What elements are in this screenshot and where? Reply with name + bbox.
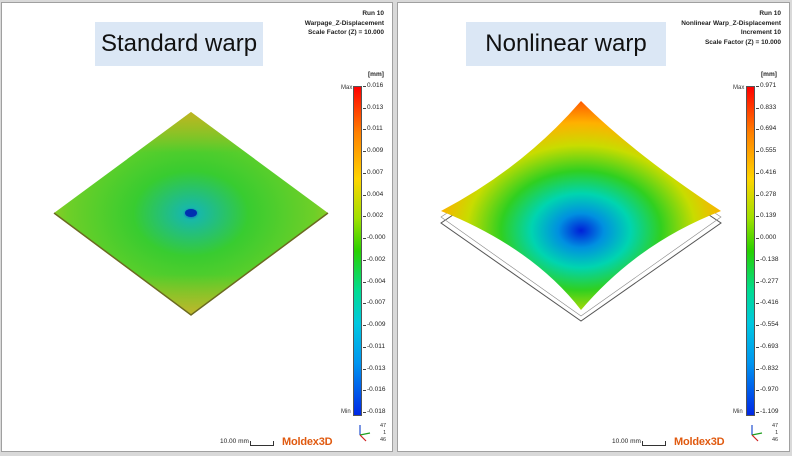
legend-tick-label: -0.002	[362, 255, 386, 263]
moldex3d-logo: Moldex3D	[282, 436, 333, 448]
legend-tick-label: 0.007	[362, 168, 384, 176]
color-legend-bar	[353, 86, 362, 416]
legend-tick-label: -0.138	[755, 255, 779, 263]
legend-tick-label: -0.693	[755, 342, 779, 350]
legend-tick-label: 0.011	[363, 125, 383, 133]
legend-tick-label: -0.832	[755, 364, 779, 372]
scale-bar	[642, 441, 666, 446]
result-info: Run 10 Nonlinear Warp_Z-Displacement Inc…	[681, 9, 781, 47]
legend-tick-label: 0.833	[755, 103, 777, 111]
axis-value-1: 47	[772, 423, 779, 429]
axis-triad-icon	[359, 425, 371, 442]
panel-title: Standard warp	[95, 22, 263, 66]
scale-label: 10.00 mm	[612, 438, 641, 445]
legend-tick-label: -0.007	[362, 299, 386, 307]
axis-readout: 47 1 46	[380, 423, 386, 444]
axis-value-1: 47	[380, 423, 387, 429]
legend-tick-label: -0.013	[362, 364, 386, 372]
scale-label: 10.00 mm	[220, 438, 249, 445]
legend-tick-label: 0.971	[755, 82, 777, 89]
legend-tick-label: 0.416	[755, 168, 777, 176]
increment-label: Increment 10	[740, 29, 781, 36]
legend-tick-label: -0.970	[755, 386, 779, 394]
axis-value-3: 46	[772, 437, 779, 443]
panel-title: Nonlinear warp	[466, 22, 666, 66]
legend-tick-label: 0.004	[362, 190, 384, 198]
legend-tick-label: 0.002	[362, 212, 384, 220]
standard-warp-panel: Standard warp Run 10 Warpage_Z-Displacem…	[1, 2, 393, 452]
nonlinear-warp-panel: Nonlinear warp Run 10 Nonlinear Warp_Z-D…	[397, 2, 790, 452]
min-spot	[185, 209, 197, 217]
axis-readout: 47 1 46	[772, 423, 778, 444]
axis-value-2: 1	[383, 430, 387, 436]
color-legend-bar	[746, 86, 755, 416]
legend-tick-label: -0.018	[362, 408, 386, 415]
unit-label: [mm]	[368, 71, 384, 78]
scale-bar	[250, 441, 274, 446]
min-label: Min	[733, 409, 743, 415]
legend-tick-label: -0.004	[362, 277, 386, 285]
result-type-label: Warpage_Z-Displacement	[304, 19, 384, 27]
warp-plate-render	[53, 112, 329, 316]
deformed-plate-surface	[441, 101, 721, 310]
axis-triad-icon	[751, 425, 763, 442]
axis-value-3: 46	[380, 437, 387, 443]
plate-edge	[53, 212, 329, 316]
scale-factor-label: Scale Factor (Z) = 10.000	[704, 38, 781, 46]
min-label: Min	[341, 409, 351, 415]
legend-tick-label: -0.000	[362, 234, 386, 242]
scale-factor-label: Scale Factor (Z) = 10.000	[307, 29, 384, 36]
legend-tick-label: 0.009	[362, 147, 384, 155]
legend-tick-label: 0.278	[755, 190, 777, 198]
legend-tick-label: 0.694	[755, 125, 777, 133]
legend-tick-label: -0.011	[363, 342, 385, 350]
result-info: Run 10 Warpage_Z-Displacement Scale Fact…	[305, 9, 384, 38]
legend-tick-label: 0.139	[755, 212, 777, 220]
axis-value-2: 1	[775, 430, 779, 436]
legend-tick-label: -0.016	[362, 386, 386, 394]
legend-tick-label: -0.277	[755, 277, 779, 285]
legend-tick-label: 0.000	[755, 234, 777, 242]
max-label: Max	[341, 85, 353, 91]
moldex3d-logo: Moldex3D	[674, 436, 725, 448]
max-label: Max	[733, 85, 745, 91]
legend-tick-label: 0.016	[362, 82, 384, 89]
run-label: Run 10	[362, 10, 384, 17]
run-label: Run 10	[759, 10, 781, 17]
legend-tick-label: 0.555	[755, 147, 777, 155]
legend-tick-label: -0.009	[362, 321, 386, 329]
legend-tick-label: -0.554	[755, 321, 779, 329]
legend-tick-label: -0.416	[755, 299, 779, 307]
legend-tick-label: -1.109	[755, 408, 779, 415]
legend-tick-label: 0.013	[362, 103, 384, 111]
result-type-label: Nonlinear Warp_Z-Displacement	[681, 19, 781, 27]
unit-label: [mm]	[761, 71, 777, 78]
warp-plate-render	[440, 101, 722, 322]
